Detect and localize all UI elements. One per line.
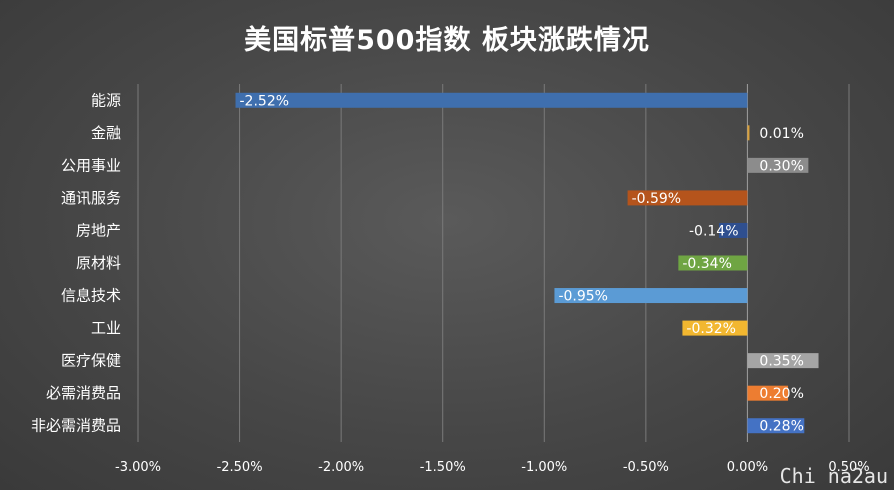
data-label: -0.14% — [689, 223, 739, 239]
category-label: 非必需消费品 — [31, 417, 121, 435]
bar — [747, 418, 805, 434]
data-label: -2.52% — [240, 93, 290, 109]
data-label: 0.20% — [759, 386, 803, 402]
data-label: -0.95% — [558, 289, 608, 305]
gridlines — [137, 84, 850, 442]
x-tick-label: -1.00% — [521, 460, 567, 475]
bar — [718, 222, 748, 238]
bar — [235, 92, 748, 108]
category-label: 工业 — [91, 319, 121, 337]
bar — [678, 255, 748, 271]
x-tick-label: -2.50% — [217, 460, 263, 475]
x-tick-label: 0.00% — [727, 460, 768, 475]
bar — [682, 320, 748, 336]
data-label: 0.30% — [759, 158, 803, 174]
watermark-text: Chi na2au — [779, 464, 888, 488]
bar — [554, 288, 748, 304]
data-label: 0.01% — [759, 126, 803, 142]
category-label: 能源 — [91, 91, 121, 109]
data-label: -0.59% — [632, 191, 682, 207]
category-label: 信息技术 — [61, 287, 121, 305]
category-label: 必需消费品 — [46, 384, 121, 402]
data-labels: -2.52% 0.01% 0.30% -0.59% -0.14% -0.34% -0.95%… — [240, 93, 804, 434]
bar — [747, 353, 819, 369]
data-label: 0.35% — [759, 354, 803, 370]
category-label: 医疗保健 — [61, 352, 121, 370]
chart-title: 美国标普500指数 板块涨跌情况 — [244, 25, 650, 56]
x-tick-labels: -3.00% -2.50% -2.00% -1.50% -1.00% -0.50% 0.00… — [115, 460, 870, 475]
category-label: 房地产 — [76, 221, 121, 239]
x-tick-label: -3.00% — [115, 460, 161, 475]
x-tick-label: -1.50% — [420, 460, 466, 475]
bar — [627, 190, 748, 206]
category-label: 通讯服务 — [61, 189, 121, 207]
x-tick-label: -0.50% — [623, 460, 669, 475]
bars — [235, 92, 819, 434]
category-label: 金融 — [91, 124, 121, 142]
x-tick-label: -2.00% — [318, 460, 364, 475]
bar — [747, 157, 809, 173]
x-tick-label: 0.50% — [828, 460, 869, 475]
category-label: 原材料 — [76, 254, 121, 272]
data-label: -0.34% — [682, 256, 732, 272]
bar — [747, 385, 789, 401]
data-label: 0.28% — [759, 419, 803, 435]
bar — [747, 125, 750, 141]
data-label: -0.32% — [686, 321, 736, 337]
category-label: 公用事业 — [61, 156, 121, 174]
